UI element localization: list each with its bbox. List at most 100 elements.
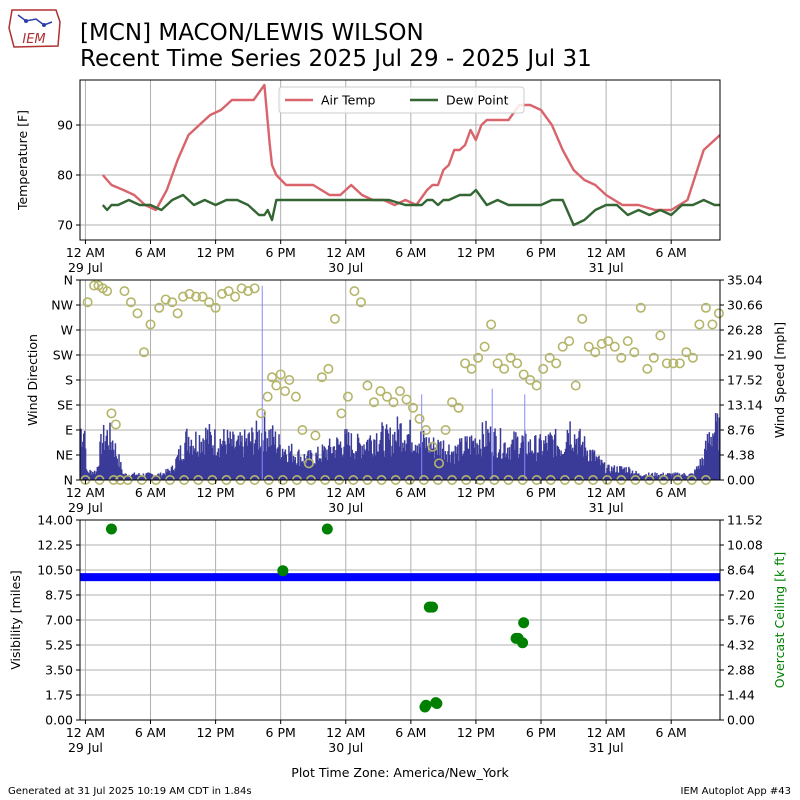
wind-speed-bar bbox=[479, 448, 482, 480]
wind-speed-bar bbox=[478, 439, 481, 480]
wind-speed-bar bbox=[478, 454, 480, 480]
wind-direction-marker bbox=[427, 441, 438, 452]
wind-direction-marker bbox=[564, 336, 575, 347]
wind-speed-bar bbox=[185, 431, 187, 480]
wind-speed-bar bbox=[261, 440, 264, 480]
direction-tick-label: SE bbox=[57, 398, 73, 413]
wind-speed-bar bbox=[337, 444, 340, 480]
wind-speed-bar bbox=[646, 476, 648, 480]
wind-speed-bar bbox=[649, 475, 652, 480]
wind-speed-bar bbox=[118, 454, 120, 480]
wind-speed-bar bbox=[240, 441, 242, 480]
wind-speed-bar bbox=[584, 447, 587, 480]
wind-speed-bar bbox=[269, 446, 271, 480]
wind-speed-bar bbox=[378, 444, 381, 480]
wind-speed-bar bbox=[107, 445, 109, 480]
wind-speed-bar bbox=[303, 454, 306, 480]
x-tick-label: 12 PM bbox=[457, 245, 495, 260]
wind-speed-bar bbox=[420, 431, 422, 480]
wind-speed-bar bbox=[190, 439, 193, 480]
wind-speed-bar bbox=[101, 442, 104, 480]
legend-box bbox=[278, 86, 525, 114]
wind-speed-bar bbox=[472, 440, 475, 480]
wind-speed-bar bbox=[388, 439, 391, 480]
wind-speed-bar bbox=[469, 436, 471, 480]
direction-tick-label: N bbox=[64, 473, 73, 488]
wind-speed-bar bbox=[514, 450, 516, 480]
wind-speed-bar bbox=[318, 460, 320, 480]
wind-speed-bar bbox=[440, 441, 442, 480]
wind-speed-bar bbox=[664, 476, 666, 480]
wind-speed-bar bbox=[266, 438, 269, 480]
direction-tick-label: NW bbox=[51, 298, 73, 313]
wind-speed-bar bbox=[493, 431, 495, 480]
wind-speed-bar bbox=[585, 455, 588, 480]
wind-speed-bar bbox=[251, 427, 253, 480]
wind-speed-bar bbox=[309, 450, 312, 480]
x-tick-label: 6 AM bbox=[135, 725, 166, 740]
wind-speed-bar bbox=[583, 436, 586, 480]
wind-direction-marker bbox=[266, 372, 277, 383]
wind-speed-bar bbox=[345, 433, 347, 480]
wind-speed-bar bbox=[101, 454, 103, 480]
wind-direction-marker bbox=[681, 347, 692, 358]
wind-speed-bar bbox=[389, 427, 391, 480]
wind-speed-bar bbox=[699, 459, 702, 480]
wind-speed-bar bbox=[316, 454, 318, 480]
wind-speed-bar bbox=[412, 452, 414, 480]
wind-speed-bar bbox=[221, 445, 223, 480]
x-tick-label: 12 AM bbox=[66, 485, 105, 500]
wind-speed-bar bbox=[198, 435, 201, 480]
wind-direction-marker bbox=[687, 352, 698, 363]
wind-speed-bar bbox=[677, 476, 680, 480]
wind-speed-bar bbox=[285, 454, 288, 480]
wind-speed-bar bbox=[321, 444, 324, 480]
wind-speed-bar bbox=[570, 444, 572, 480]
x-tick-label: 12 AM bbox=[66, 725, 105, 740]
wind-speed-bar bbox=[387, 433, 390, 480]
wind-speed-bar bbox=[209, 431, 212, 480]
wind-speed-bar bbox=[464, 436, 466, 480]
wind-speed-bars bbox=[79, 412, 720, 480]
wind-direction-marker bbox=[700, 302, 711, 313]
wind-speed-bar bbox=[226, 429, 229, 480]
wind-speed-bar bbox=[176, 456, 178, 480]
wind-speed-bar bbox=[440, 458, 443, 480]
wind-speed-bar bbox=[505, 456, 507, 480]
wind-speed-bar bbox=[146, 472, 148, 480]
wind-speed-bar bbox=[548, 435, 551, 480]
wind-speed-bar bbox=[342, 454, 344, 480]
wind-direction-marker bbox=[486, 319, 497, 330]
wind-speed-bar bbox=[343, 446, 345, 480]
wind-speed-bar bbox=[250, 442, 252, 480]
wind-speed-bar bbox=[222, 440, 224, 480]
wind-direction-marker bbox=[635, 302, 646, 313]
wind-speed-bar bbox=[508, 447, 511, 480]
wind-speed-bar bbox=[469, 454, 472, 480]
wind-speed-bar bbox=[374, 439, 376, 480]
wind-direction-marker bbox=[466, 363, 477, 374]
wind-speed-bar bbox=[175, 458, 177, 480]
x-tick-label: 12 PM bbox=[196, 725, 234, 740]
x-tick-label: 6 PM bbox=[526, 725, 556, 740]
wind-speed-bar bbox=[223, 429, 225, 480]
wind-direction-marker bbox=[394, 386, 405, 397]
wind-speed-bar bbox=[538, 438, 541, 480]
wind-direction-marker bbox=[505, 352, 516, 363]
wind-speed-bar bbox=[606, 467, 608, 480]
wind-speed-bar bbox=[92, 471, 94, 480]
wind-direction-marker bbox=[408, 402, 419, 413]
wind-speed-bar bbox=[134, 475, 137, 480]
wind-speed-bar bbox=[260, 446, 262, 480]
wind-speed-bar bbox=[500, 458, 503, 480]
wind-speed-bar bbox=[666, 473, 669, 480]
wind-speed-bar bbox=[442, 440, 445, 480]
wind-speed-bar bbox=[292, 455, 295, 480]
wind-speed-bar bbox=[172, 469, 175, 480]
wind-speed-bar bbox=[81, 447, 83, 480]
wind-speed-bar bbox=[536, 452, 539, 480]
wind-speed-bar bbox=[167, 468, 169, 480]
wind-speed-bar bbox=[154, 475, 156, 480]
chart-subtitle: Recent Time Series 2025 Jul 29 - 2025 Ju… bbox=[80, 46, 592, 72]
wind-speed-bar bbox=[557, 446, 560, 480]
